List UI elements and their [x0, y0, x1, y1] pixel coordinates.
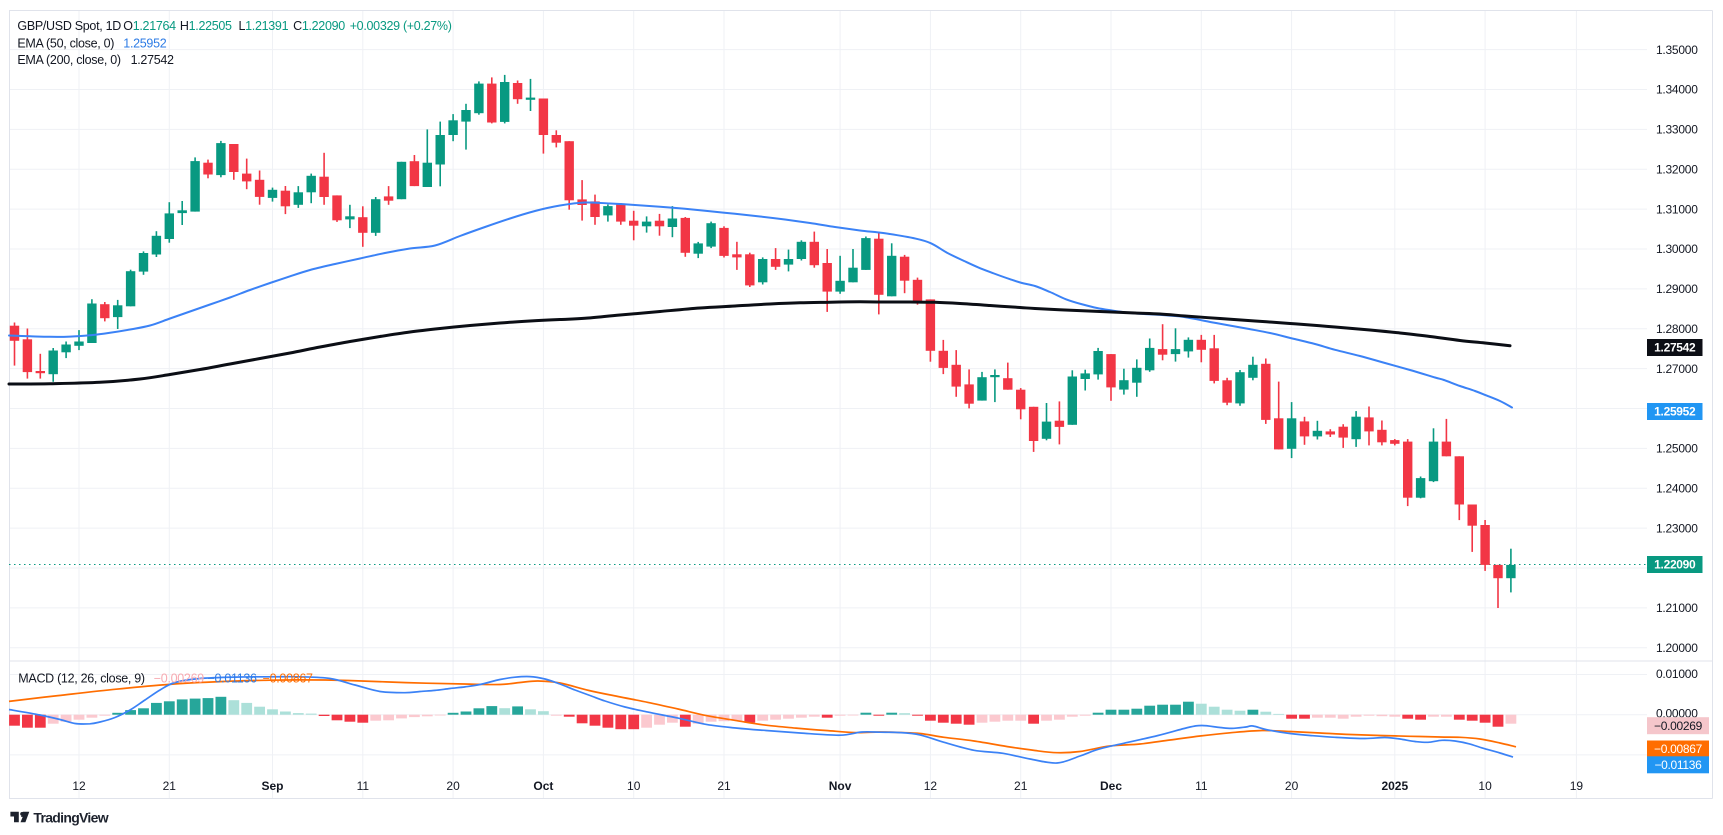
svg-text:1.30000: 1.30000 — [1656, 242, 1698, 256]
svg-text:Sep: Sep — [261, 779, 283, 793]
svg-text:21: 21 — [1014, 779, 1028, 793]
svg-text:L1.21391: L1.21391 — [239, 19, 289, 33]
svg-text:1.27000: 1.27000 — [1656, 362, 1698, 376]
svg-text:21: 21 — [717, 779, 731, 793]
svg-text:−0.01136: −0.01136 — [208, 672, 258, 686]
svg-text:12: 12 — [924, 779, 938, 793]
svg-text:−0.00867: −0.00867 — [1654, 742, 1703, 756]
svg-text:+0.00329 (+0.27%): +0.00329 (+0.27%) — [350, 19, 452, 33]
svg-text:10: 10 — [627, 779, 641, 793]
svg-text:GBP/USD Spot, 1D: GBP/USD Spot, 1D — [17, 19, 121, 33]
svg-text:Oct: Oct — [533, 779, 553, 793]
svg-text:−0.00269: −0.00269 — [1654, 719, 1703, 733]
svg-text:1.25952: 1.25952 — [1654, 405, 1696, 419]
svg-text:21: 21 — [163, 779, 177, 793]
svg-text:1.22090: 1.22090 — [1654, 558, 1696, 572]
svg-text:EMA (200, close, 0): EMA (200, close, 0) — [17, 53, 121, 67]
svg-text:20: 20 — [1285, 779, 1299, 793]
svg-text:12: 12 — [72, 779, 86, 793]
svg-text:−0.00867: −0.00867 — [263, 672, 313, 686]
svg-text:−0.00269: −0.00269 — [154, 672, 204, 686]
svg-text:1.25952: 1.25952 — [123, 37, 166, 51]
svg-text:1.34000: 1.34000 — [1656, 83, 1698, 97]
svg-text:1.35000: 1.35000 — [1656, 43, 1698, 57]
svg-text:1.31000: 1.31000 — [1656, 202, 1698, 216]
svg-text:2025: 2025 — [1381, 779, 1408, 793]
svg-text:1.33000: 1.33000 — [1656, 123, 1698, 137]
svg-text:H1.22505: H1.22505 — [180, 19, 232, 33]
svg-text:11: 11 — [357, 779, 370, 793]
svg-text:MACD (12, 26, close, 9): MACD (12, 26, close, 9) — [18, 672, 145, 686]
svg-text:1.24000: 1.24000 — [1656, 482, 1698, 496]
svg-text:1.27542: 1.27542 — [1654, 341, 1696, 355]
svg-text:20: 20 — [446, 779, 460, 793]
svg-text:1.29000: 1.29000 — [1656, 282, 1698, 296]
svg-text:1.20000: 1.20000 — [1656, 641, 1698, 655]
svg-text:0.00000: 0.00000 — [1656, 706, 1698, 720]
svg-text:−0.01136: −0.01136 — [1654, 758, 1702, 772]
svg-text:1.28000: 1.28000 — [1656, 322, 1698, 336]
svg-text:0.01000: 0.01000 — [1656, 667, 1698, 681]
svg-text:19: 19 — [1570, 779, 1584, 793]
svg-text:EMA (50, close, 0): EMA (50, close, 0) — [17, 37, 114, 51]
svg-text:10: 10 — [1478, 779, 1492, 793]
svg-text:11: 11 — [1195, 779, 1208, 793]
svg-text:Nov: Nov — [829, 779, 852, 793]
svg-text:1.23000: 1.23000 — [1656, 521, 1698, 535]
svg-text:1.27542: 1.27542 — [131, 53, 174, 67]
svg-text:1.21000: 1.21000 — [1656, 601, 1698, 615]
svg-text:C1.22090: C1.22090 — [293, 19, 345, 33]
svg-text:O1.21764: O1.21764 — [123, 19, 176, 33]
svg-text:1.32000: 1.32000 — [1656, 162, 1698, 176]
svg-text:Dec: Dec — [1100, 779, 1122, 793]
svg-text:1.25000: 1.25000 — [1656, 442, 1698, 456]
svg-text:TradingView: TradingView — [33, 809, 108, 825]
